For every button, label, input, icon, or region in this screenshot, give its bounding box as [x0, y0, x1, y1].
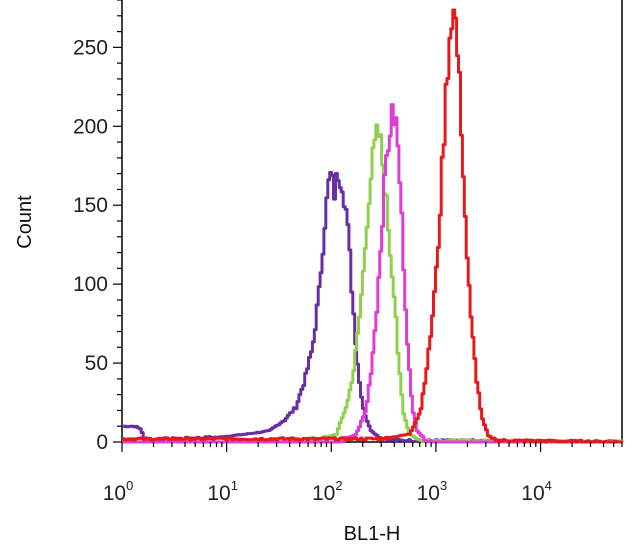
x-tick-label: 104 [521, 478, 552, 505]
x-tick-label: 100 [103, 478, 134, 505]
histogram-series-4 [122, 8, 624, 444]
x-tick-label: 101 [207, 478, 238, 505]
y-axis-title: Count [14, 195, 36, 249]
x-tick-label: 103 [417, 478, 448, 505]
y-axis: 0 50 100 150 200 250 [73, 0, 122, 454]
x-axis: 100 101 102 103 104 [103, 442, 623, 505]
histogram-series-2 [122, 123, 624, 444]
plot-frame [121, 0, 623, 443]
x-tick-label: 102 [312, 478, 343, 505]
y-tick-label: 100 [73, 273, 108, 296]
histogram-series-1 [122, 171, 622, 444]
y-tick-label: 0 [96, 431, 108, 454]
y-tick-label: 150 [73, 194, 108, 217]
y-tick-label: 50 [85, 352, 108, 375]
plot-area: 100 101 102 103 104 0 50 100 150 200 250 [73, 0, 624, 505]
series-layer [122, 8, 624, 444]
y-tick-label: 250 [73, 36, 108, 59]
x-axis-title: BL1-H [344, 523, 401, 545]
y-tick-label: 200 [73, 115, 108, 138]
